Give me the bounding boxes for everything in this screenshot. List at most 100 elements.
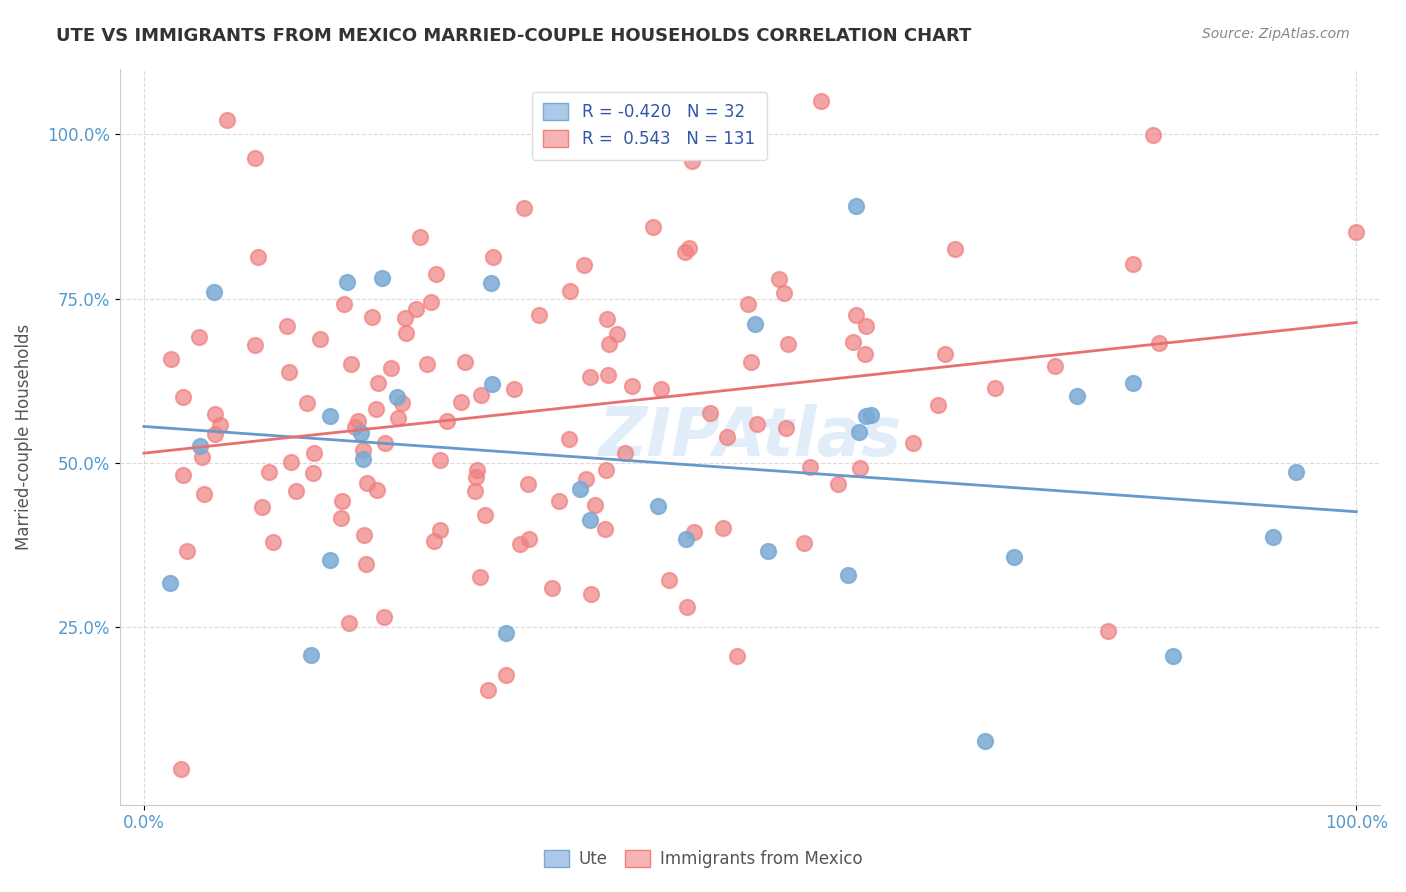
Immigrants from Mexico: [772, 286, 794, 301]
Immigrants from Mexico: [572, 258, 595, 272]
Immigrants from Mexico: [711, 521, 734, 535]
Immigrants from Mexico: [422, 534, 444, 549]
Ute: [974, 733, 997, 747]
Immigrants from Mexico: [395, 326, 418, 341]
Immigrants from Mexico: [209, 418, 232, 433]
Immigrants from Mexico: [593, 522, 616, 536]
Immigrants from Mexico: [344, 419, 367, 434]
Immigrants from Mexico: [330, 511, 353, 525]
Y-axis label: Married-couple Households: Married-couple Households: [15, 324, 32, 549]
Immigrants from Mexico: [557, 433, 579, 447]
Immigrants from Mexico: [217, 112, 239, 127]
Immigrants from Mexico: [725, 95, 748, 109]
Immigrants from Mexico: [464, 470, 486, 484]
Immigrants from Mexico: [425, 267, 447, 281]
Immigrants from Mexico: [405, 301, 427, 316]
Immigrants from Mexico: [308, 333, 330, 347]
Ute: [1161, 648, 1184, 663]
Ute: [675, 532, 697, 546]
Immigrants from Mexico: [509, 536, 531, 550]
Immigrants from Mexico: [927, 398, 949, 412]
Ute: [860, 408, 883, 422]
Immigrants from Mexico: [353, 528, 375, 542]
Ute: [848, 425, 870, 439]
Immigrants from Mexico: [558, 284, 581, 298]
Ute: [336, 275, 359, 289]
Immigrants from Mexico: [373, 610, 395, 624]
Ute: [647, 500, 669, 514]
Ute: [1263, 530, 1285, 544]
Immigrants from Mexico: [356, 475, 378, 490]
Immigrants from Mexico: [855, 347, 877, 361]
Immigrants from Mexico: [541, 582, 564, 596]
Ute: [202, 285, 225, 299]
Ute: [479, 277, 502, 291]
Immigrants from Mexico: [464, 483, 486, 498]
Immigrants from Mexico: [364, 401, 387, 416]
Immigrants from Mexico: [416, 357, 439, 371]
Text: Source: ZipAtlas.com: Source: ZipAtlas.com: [1202, 27, 1350, 41]
Immigrants from Mexico: [361, 310, 384, 324]
Ute: [837, 567, 859, 582]
Immigrants from Mexico: [1122, 257, 1144, 271]
Immigrants from Mexico: [482, 250, 505, 264]
Immigrants from Mexico: [1147, 336, 1170, 351]
Immigrants from Mexico: [699, 407, 721, 421]
Immigrants from Mexico: [799, 460, 821, 475]
Immigrants from Mexico: [367, 376, 389, 390]
Immigrants from Mexico: [468, 569, 491, 583]
Ute: [845, 199, 868, 213]
Immigrants from Mexico: [429, 452, 451, 467]
Ute: [371, 270, 394, 285]
Immigrants from Mexico: [454, 355, 477, 369]
Immigrants from Mexico: [170, 762, 193, 776]
Ute: [855, 409, 877, 423]
Immigrants from Mexico: [429, 523, 451, 537]
Immigrants from Mexico: [193, 487, 215, 501]
Ute: [495, 625, 517, 640]
Immigrants from Mexico: [1346, 225, 1368, 239]
Immigrants from Mexico: [606, 326, 628, 341]
Ute: [319, 553, 342, 567]
Immigrants from Mexico: [354, 557, 377, 571]
Immigrants from Mexico: [517, 532, 540, 546]
Immigrants from Mexico: [596, 368, 619, 383]
Ute: [756, 544, 779, 558]
Immigrants from Mexico: [280, 455, 302, 469]
Ute: [1066, 389, 1088, 403]
Immigrants from Mexico: [681, 154, 703, 169]
Legend: R = -0.420   N = 32, R =  0.543   N = 131: R = -0.420 N = 32, R = 0.543 N = 131: [531, 92, 766, 160]
Immigrants from Mexico: [658, 573, 681, 587]
Ute: [319, 409, 342, 424]
Immigrants from Mexico: [775, 421, 797, 435]
Ute: [1285, 465, 1308, 479]
Immigrants from Mexico: [673, 245, 696, 260]
Immigrants from Mexico: [934, 347, 956, 361]
Text: ZIPAtlas: ZIPAtlas: [599, 403, 901, 469]
Immigrants from Mexico: [682, 525, 704, 540]
Immigrants from Mexico: [172, 468, 194, 483]
Ute: [159, 575, 181, 590]
Immigrants from Mexico: [409, 230, 432, 244]
Immigrants from Mexico: [793, 535, 815, 549]
Ute: [188, 439, 211, 453]
Immigrants from Mexico: [340, 357, 363, 371]
Immigrants from Mexico: [295, 396, 318, 410]
Immigrants from Mexico: [276, 319, 298, 334]
Immigrants from Mexico: [768, 271, 790, 285]
Text: UTE VS IMMIGRANTS FROM MEXICO MARRIED-COUPLE HOUSEHOLDS CORRELATION CHART: UTE VS IMMIGRANTS FROM MEXICO MARRIED-CO…: [56, 27, 972, 45]
Immigrants from Mexico: [725, 648, 748, 663]
Immigrants from Mexico: [598, 337, 620, 351]
Immigrants from Mexico: [285, 484, 308, 499]
Immigrants from Mexico: [595, 463, 617, 477]
Immigrants from Mexico: [277, 365, 299, 379]
Ute: [350, 426, 373, 441]
Immigrants from Mexico: [176, 544, 198, 558]
Immigrants from Mexico: [477, 683, 499, 698]
Immigrants from Mexico: [474, 508, 496, 522]
Immigrants from Mexico: [262, 535, 284, 549]
Immigrants from Mexico: [527, 308, 550, 322]
Legend: Ute, Immigrants from Mexico: Ute, Immigrants from Mexico: [537, 843, 869, 875]
Immigrants from Mexico: [827, 477, 849, 491]
Immigrants from Mexico: [778, 336, 800, 351]
